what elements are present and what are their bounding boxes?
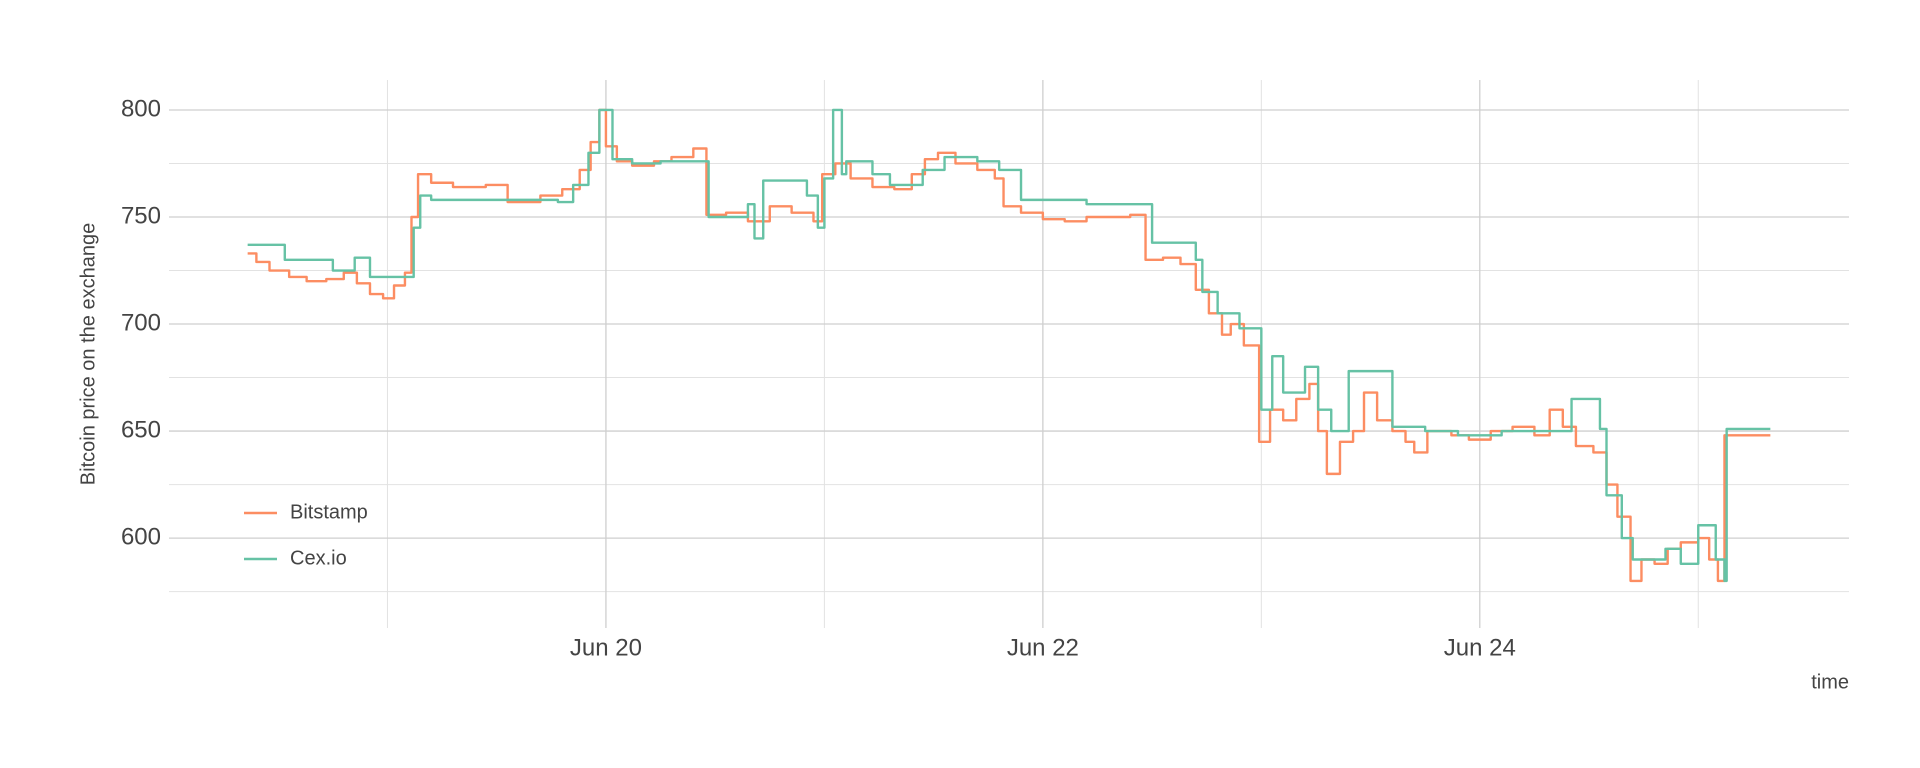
x-tick-label: Jun 24 bbox=[1444, 634, 1516, 661]
legend-label: Cex.io bbox=[290, 547, 347, 569]
legend-label: Bitstamp bbox=[290, 501, 368, 523]
series-line bbox=[247, 108, 1771, 583]
y-axis-title: Bitcoin price on the exchange bbox=[77, 223, 99, 485]
x-axis-title: time bbox=[1811, 671, 1849, 693]
y-tick-label: 800 bbox=[121, 95, 161, 122]
x-tick-label: Jun 20 bbox=[570, 634, 642, 661]
y-tick-label: 650 bbox=[121, 416, 161, 443]
series-line bbox=[247, 108, 1771, 583]
y-tick-label: 600 bbox=[121, 523, 161, 550]
y-tick-label: 750 bbox=[121, 202, 161, 229]
x-tick-label: Jun 22 bbox=[1007, 634, 1079, 661]
y-tick-label: 700 bbox=[121, 309, 161, 336]
